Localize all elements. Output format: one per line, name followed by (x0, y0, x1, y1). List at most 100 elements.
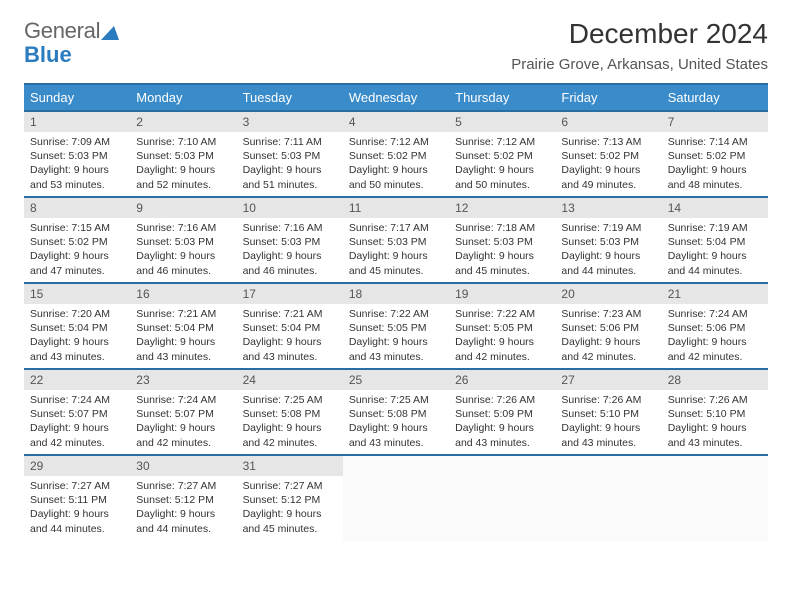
calendar-day-cell: 20Sunrise: 7:23 AMSunset: 5:06 PMDayligh… (555, 283, 661, 369)
calendar-day-cell: 29Sunrise: 7:27 AMSunset: 5:11 PMDayligh… (24, 455, 130, 541)
day-details: Sunrise: 7:16 AMSunset: 5:03 PMDaylight:… (237, 218, 343, 282)
day-number: 23 (130, 370, 236, 390)
day-number: 28 (662, 370, 768, 390)
day-number: 12 (449, 198, 555, 218)
calendar-day-cell: 27Sunrise: 7:26 AMSunset: 5:10 PMDayligh… (555, 369, 661, 455)
weekday-header: Thursday (449, 84, 555, 111)
calendar-day-cell: 17Sunrise: 7:21 AMSunset: 5:04 PMDayligh… (237, 283, 343, 369)
day-details: Sunrise: 7:22 AMSunset: 5:05 PMDaylight:… (343, 304, 449, 368)
calendar-day-cell: 14Sunrise: 7:19 AMSunset: 5:04 PMDayligh… (662, 197, 768, 283)
calendar-location: Prairie Grove, Arkansas, United States (511, 56, 768, 73)
day-details: Sunrise: 7:25 AMSunset: 5:08 PMDaylight:… (343, 390, 449, 454)
calendar-week-row: 8Sunrise: 7:15 AMSunset: 5:02 PMDaylight… (24, 197, 768, 283)
calendar-week-row: 29Sunrise: 7:27 AMSunset: 5:11 PMDayligh… (24, 455, 768, 541)
calendar-day-cell: 23Sunrise: 7:24 AMSunset: 5:07 PMDayligh… (130, 369, 236, 455)
day-details: Sunrise: 7:10 AMSunset: 5:03 PMDaylight:… (130, 132, 236, 196)
day-details: Sunrise: 7:19 AMSunset: 5:03 PMDaylight:… (555, 218, 661, 282)
day-details: Sunrise: 7:23 AMSunset: 5:06 PMDaylight:… (555, 304, 661, 368)
day-number: 5 (449, 112, 555, 132)
calendar-day-cell: 9Sunrise: 7:16 AMSunset: 5:03 PMDaylight… (130, 197, 236, 283)
calendar-day-cell: 24Sunrise: 7:25 AMSunset: 5:08 PMDayligh… (237, 369, 343, 455)
day-details: Sunrise: 7:20 AMSunset: 5:04 PMDaylight:… (24, 304, 130, 368)
day-details: Sunrise: 7:27 AMSunset: 5:11 PMDaylight:… (24, 476, 130, 540)
day-number: 6 (555, 112, 661, 132)
day-number: 30 (130, 456, 236, 476)
day-number: 3 (237, 112, 343, 132)
day-number: 20 (555, 284, 661, 304)
day-details: Sunrise: 7:12 AMSunset: 5:02 PMDaylight:… (343, 132, 449, 196)
day-number: 2 (130, 112, 236, 132)
day-details: Sunrise: 7:19 AMSunset: 5:04 PMDaylight:… (662, 218, 768, 282)
calendar-day-cell: 15Sunrise: 7:20 AMSunset: 5:04 PMDayligh… (24, 283, 130, 369)
weekday-header: Wednesday (343, 84, 449, 111)
weekday-header-row: Sunday Monday Tuesday Wednesday Thursday… (24, 84, 768, 111)
day-number: 11 (343, 198, 449, 218)
calendar-day-cell: 13Sunrise: 7:19 AMSunset: 5:03 PMDayligh… (555, 197, 661, 283)
day-details: Sunrise: 7:24 AMSunset: 5:07 PMDaylight:… (130, 390, 236, 454)
calendar-title: December 2024 (511, 18, 768, 50)
calendar-day-cell: 1Sunrise: 7:09 AMSunset: 5:03 PMDaylight… (24, 111, 130, 197)
day-details: Sunrise: 7:27 AMSunset: 5:12 PMDaylight:… (237, 476, 343, 540)
calendar-day-cell: 30Sunrise: 7:27 AMSunset: 5:12 PMDayligh… (130, 455, 236, 541)
day-details: Sunrise: 7:21 AMSunset: 5:04 PMDaylight:… (130, 304, 236, 368)
calendar-day-cell: 25Sunrise: 7:25 AMSunset: 5:08 PMDayligh… (343, 369, 449, 455)
calendar-day-cell: 8Sunrise: 7:15 AMSunset: 5:02 PMDaylight… (24, 197, 130, 283)
day-number: 26 (449, 370, 555, 390)
calendar-day-cell: 22Sunrise: 7:24 AMSunset: 5:07 PMDayligh… (24, 369, 130, 455)
day-number: 27 (555, 370, 661, 390)
calendar-day-cell: 26Sunrise: 7:26 AMSunset: 5:09 PMDayligh… (449, 369, 555, 455)
day-number: 18 (343, 284, 449, 304)
calendar-day-cell: 18Sunrise: 7:22 AMSunset: 5:05 PMDayligh… (343, 283, 449, 369)
calendar-day-cell: .. (662, 455, 768, 541)
day-details: Sunrise: 7:25 AMSunset: 5:08 PMDaylight:… (237, 390, 343, 454)
calendar-day-cell: 7Sunrise: 7:14 AMSunset: 5:02 PMDaylight… (662, 111, 768, 197)
calendar-day-cell: 6Sunrise: 7:13 AMSunset: 5:02 PMDaylight… (555, 111, 661, 197)
calendar-week-row: 22Sunrise: 7:24 AMSunset: 5:07 PMDayligh… (24, 369, 768, 455)
day-details: Sunrise: 7:13 AMSunset: 5:02 PMDaylight:… (555, 132, 661, 196)
day-number: 13 (555, 198, 661, 218)
day-details: Sunrise: 7:24 AMSunset: 5:07 PMDaylight:… (24, 390, 130, 454)
calendar-table: Sunday Monday Tuesday Wednesday Thursday… (24, 83, 768, 541)
day-number: 9 (130, 198, 236, 218)
calendar-day-cell: 2Sunrise: 7:10 AMSunset: 5:03 PMDaylight… (130, 111, 236, 197)
calendar-week-row: 15Sunrise: 7:20 AMSunset: 5:04 PMDayligh… (24, 283, 768, 369)
calendar-day-cell: 11Sunrise: 7:17 AMSunset: 5:03 PMDayligh… (343, 197, 449, 283)
calendar-day-cell: 12Sunrise: 7:18 AMSunset: 5:03 PMDayligh… (449, 197, 555, 283)
calendar-day-cell: 4Sunrise: 7:12 AMSunset: 5:02 PMDaylight… (343, 111, 449, 197)
day-number: 10 (237, 198, 343, 218)
day-number: 25 (343, 370, 449, 390)
day-details: Sunrise: 7:12 AMSunset: 5:02 PMDaylight:… (449, 132, 555, 196)
calendar-day-cell: .. (449, 455, 555, 541)
calendar-day-cell: 10Sunrise: 7:16 AMSunset: 5:03 PMDayligh… (237, 197, 343, 283)
day-number: 21 (662, 284, 768, 304)
day-details: Sunrise: 7:26 AMSunset: 5:09 PMDaylight:… (449, 390, 555, 454)
calendar-day-cell: 19Sunrise: 7:22 AMSunset: 5:05 PMDayligh… (449, 283, 555, 369)
day-number: 19 (449, 284, 555, 304)
day-details: Sunrise: 7:15 AMSunset: 5:02 PMDaylight:… (24, 218, 130, 282)
calendar-day-cell: 3Sunrise: 7:11 AMSunset: 5:03 PMDaylight… (237, 111, 343, 197)
day-number: 16 (130, 284, 236, 304)
weekday-header: Tuesday (237, 84, 343, 111)
calendar-day-cell: 21Sunrise: 7:24 AMSunset: 5:06 PMDayligh… (662, 283, 768, 369)
day-details: Sunrise: 7:27 AMSunset: 5:12 PMDaylight:… (130, 476, 236, 540)
day-details: Sunrise: 7:21 AMSunset: 5:04 PMDaylight:… (237, 304, 343, 368)
logo-part1: General (24, 18, 100, 44)
weekday-header: Sunday (24, 84, 130, 111)
logo-triangle-icon (101, 20, 119, 46)
day-details: Sunrise: 7:26 AMSunset: 5:10 PMDaylight:… (662, 390, 768, 454)
day-number: 17 (237, 284, 343, 304)
calendar-day-cell: .. (555, 455, 661, 541)
day-details: Sunrise: 7:17 AMSunset: 5:03 PMDaylight:… (343, 218, 449, 282)
calendar-day-cell: .. (343, 455, 449, 541)
logo: General (24, 18, 119, 44)
calendar-day-cell: 31Sunrise: 7:27 AMSunset: 5:12 PMDayligh… (237, 455, 343, 541)
day-details: Sunrise: 7:24 AMSunset: 5:06 PMDaylight:… (662, 304, 768, 368)
day-number: 24 (237, 370, 343, 390)
logo-part2: Blue (24, 42, 72, 67)
calendar-day-cell: 5Sunrise: 7:12 AMSunset: 5:02 PMDaylight… (449, 111, 555, 197)
weekday-header: Saturday (662, 84, 768, 111)
calendar-day-cell: 16Sunrise: 7:21 AMSunset: 5:04 PMDayligh… (130, 283, 236, 369)
day-number: 7 (662, 112, 768, 132)
day-details: Sunrise: 7:18 AMSunset: 5:03 PMDaylight:… (449, 218, 555, 282)
day-number: 31 (237, 456, 343, 476)
